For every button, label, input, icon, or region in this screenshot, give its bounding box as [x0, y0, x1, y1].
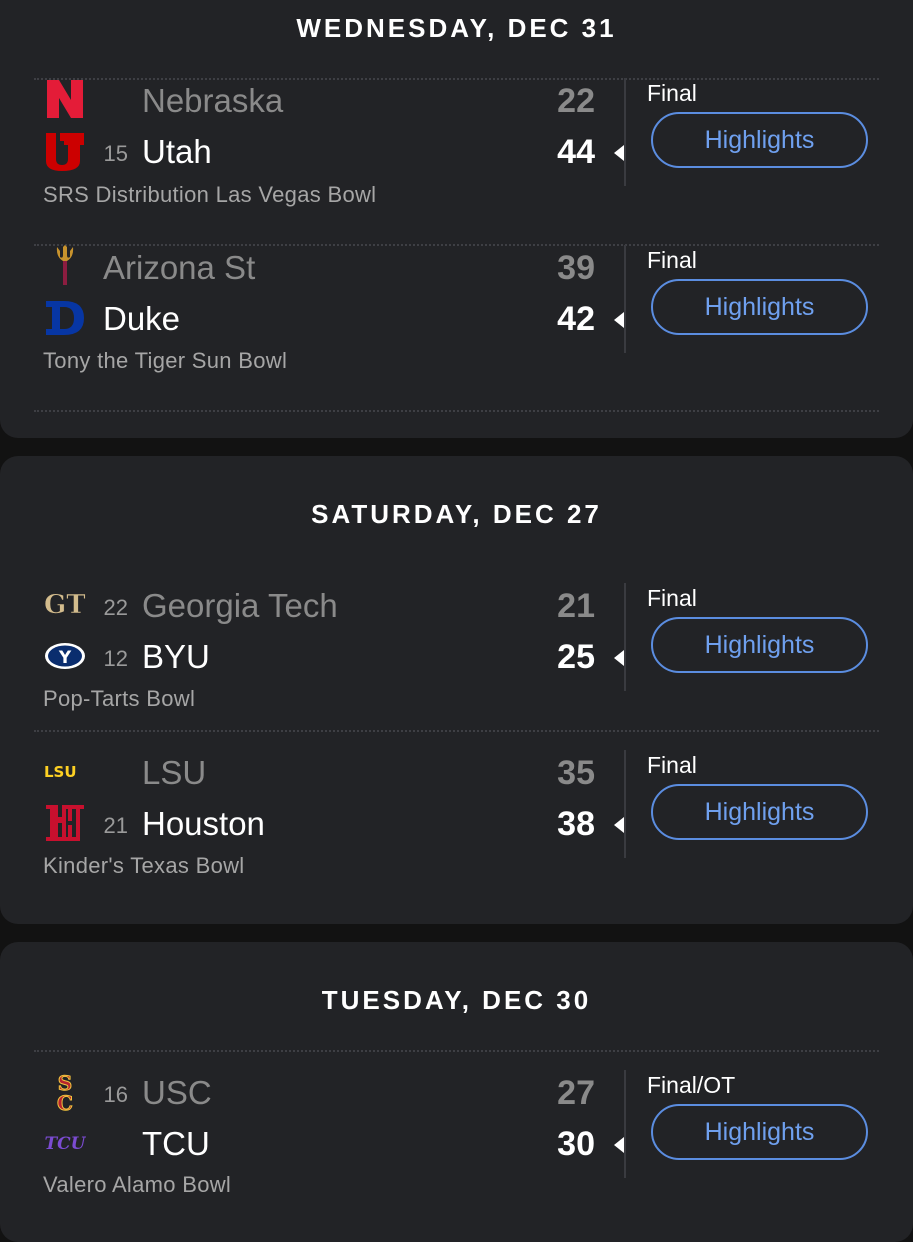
houston-logo-icon	[44, 802, 86, 844]
svg-text:S: S	[58, 1071, 72, 1095]
bowl-name: SRS Distribution Las Vegas Bowl	[43, 182, 377, 207]
bowl-name: Kinder's Texas Bowl	[43, 853, 245, 878]
nebraska-logo-icon	[44, 78, 86, 120]
game-card[interactable]: Nebraska 22 15 Utah 44 Final Highlights …	[0, 78, 913, 245]
team-score: 21	[557, 587, 595, 625]
winner-indicator-icon	[614, 650, 624, 666]
team-score: 38	[557, 805, 595, 843]
section-date-heading: TUESDAY, DEC 30	[321, 985, 592, 1015]
svg-text:C: C	[57, 1091, 73, 1112]
team-score: 42	[557, 300, 595, 338]
svg-text:GT: GT	[44, 590, 86, 619]
highlights-button[interactable]: Highlights	[651, 279, 868, 335]
team-name: LSU	[142, 754, 207, 791]
winner-indicator-icon	[614, 312, 624, 328]
divider	[34, 1050, 879, 1052]
winner-indicator-icon	[614, 145, 624, 161]
vertical-divider	[624, 583, 626, 691]
team-rank: 15	[103, 141, 128, 166]
game-card[interactable]: Arizona St 39 Duke 42 Final Highlights T…	[0, 245, 913, 412]
team-score: 35	[557, 754, 595, 792]
game-status: Final/OT	[647, 1072, 736, 1098]
winner-indicator-icon	[614, 817, 624, 833]
vertical-divider	[624, 750, 626, 858]
team-score: 44	[557, 133, 595, 171]
tcu-logo-icon: TCU	[44, 1122, 86, 1164]
game-status: Final	[647, 247, 697, 273]
vertical-divider	[624, 245, 626, 353]
team-score: 27	[557, 1074, 595, 1112]
bowl-name: Tony the Tiger Sun Bowl	[43, 348, 288, 373]
vertical-divider	[624, 1070, 626, 1178]
divider	[34, 410, 879, 412]
game-status: Final	[647, 80, 697, 106]
team-name: USC	[142, 1074, 212, 1111]
date-section-dec-27: SATURDAY, DEC 27 GT 22 Georgia Tech 21 Y…	[0, 456, 913, 924]
highlights-button[interactable]: Highlights	[651, 112, 868, 168]
highlights-button[interactable]: Highlights	[651, 617, 868, 673]
team-rank: 22	[103, 595, 128, 620]
svg-text:Y: Y	[58, 648, 72, 668]
byu-logo-icon: Y	[44, 635, 86, 677]
highlights-button[interactable]: Highlights	[651, 1104, 868, 1160]
team-name: Duke	[103, 300, 181, 337]
game-card[interactable]: GT 22 Georgia Tech 21 Y 12 BYU 25 Final …	[0, 583, 913, 750]
game-card[interactable]: LSU LSU 35 21 Houston 38 Final Highlight…	[0, 750, 913, 917]
date-section-dec-31: WEDNESDAY, DEC 31 Nebraska 22 15 Utah 44…	[0, 0, 913, 438]
team-rank: 12	[103, 646, 128, 671]
winner-indicator-icon	[614, 1137, 624, 1153]
team-name: Arizona St	[103, 249, 256, 286]
divider	[34, 78, 879, 80]
section-date-heading: WEDNESDAY, DEC 31	[296, 13, 617, 43]
game-status: Final	[647, 585, 697, 611]
team-score: 39	[557, 249, 595, 287]
highlights-button[interactable]: Highlights	[651, 784, 868, 840]
bowl-name: Valero Alamo Bowl	[43, 1172, 232, 1197]
team-name: TCU	[142, 1125, 210, 1162]
divider	[34, 730, 879, 732]
game-status: Final	[647, 752, 697, 778]
team-rank: 16	[103, 1082, 128, 1107]
team-name: Houston	[142, 805, 265, 842]
lsu-logo-icon: LSU	[44, 750, 86, 792]
team-name: Utah	[142, 133, 212, 170]
team-score: 22	[557, 82, 595, 120]
team-name: Nebraska	[142, 82, 284, 119]
bowl-name: Pop-Tarts Bowl	[43, 686, 196, 711]
pitchfork-logo-icon	[44, 245, 86, 287]
duke-logo-icon	[44, 297, 86, 339]
team-score: 30	[557, 1125, 595, 1163]
section-date-heading: SATURDAY, DEC 27	[311, 499, 602, 529]
team-rank: 21	[103, 813, 128, 838]
svg-text:LSU: LSU	[44, 763, 77, 781]
utah-logo-icon	[44, 130, 86, 172]
team-name: BYU	[142, 638, 210, 675]
divider	[34, 244, 879, 246]
georgia-tech-logo-icon: GT	[44, 583, 86, 625]
team-score: 25	[557, 638, 595, 676]
svg-text:TCU: TCU	[44, 1134, 86, 1154]
vertical-divider	[624, 78, 626, 186]
team-name: Georgia Tech	[142, 587, 338, 624]
